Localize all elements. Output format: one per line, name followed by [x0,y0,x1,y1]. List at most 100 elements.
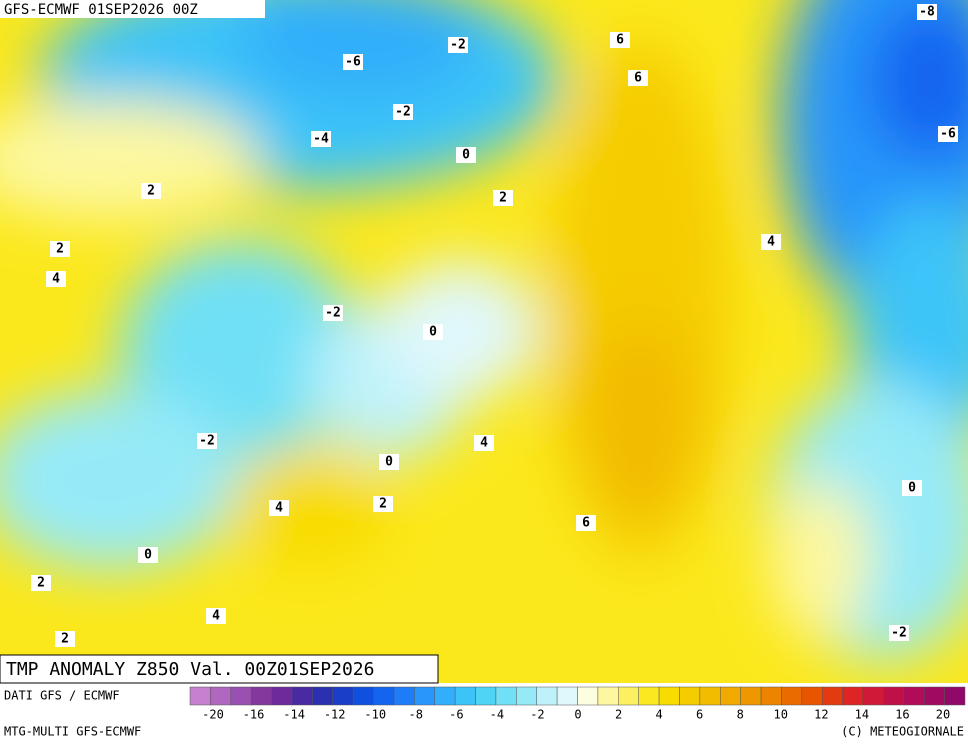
source: DATI GFS / ECMWF [4,689,120,703]
colorbar-tick-label: -4 [490,708,504,722]
colorbar-swatch [699,686,721,706]
contour-label-box [269,500,289,516]
contour-label: 0 [429,325,437,340]
colorbar-swatch [781,686,803,706]
colorbar-swatch [842,686,864,706]
colorbar-swatch [720,686,741,706]
contour-label-box [902,480,922,496]
colorbar-tick-label: -2 [530,708,544,722]
contour-label: 2 [499,191,507,206]
colorbar-swatch [801,686,823,706]
contour-label-box [31,575,51,591]
contour-label-box [46,271,66,287]
colorbar-swatch [597,686,619,706]
colorbar-swatch [577,686,599,706]
contour-label: 4 [480,436,488,451]
colorbar-swatch [332,686,354,706]
contour-label-box [55,631,75,647]
contour-label: 6 [582,516,590,531]
contour-label: -6 [345,55,361,70]
colorbar-tick-label: -12 [324,708,346,722]
colorbar-tick-label: -14 [283,708,305,722]
contour-label: 0 [144,548,152,563]
contour-label-box [373,496,393,512]
contour-label: -2 [450,38,466,53]
colorbar-swatch [638,686,660,706]
contour-label-box [206,608,226,624]
contour-label: -2 [891,626,907,641]
colorbar-swatch [393,686,415,706]
contour-label-box [917,4,937,20]
model: MTG-MULTI GFS-ECMWF [4,725,141,739]
colorbar-tick-label: 4 [655,708,662,722]
contour-label-box [474,435,494,451]
colorbar-tick-label: 10 [774,708,788,722]
contour-label: 2 [37,576,45,591]
colorbar-tick-label: 8 [737,708,744,722]
colorbar-swatch [434,686,456,706]
map [0,0,968,683]
colorbar-swatch [556,686,578,706]
contour-label-box [343,54,363,70]
colorbar-swatch [291,686,313,706]
colorbar-swatch [658,686,680,706]
contour-label-box [423,324,443,340]
contour-label-box [311,131,331,147]
contour-label-box [138,547,158,563]
colorbar-swatch [821,686,843,706]
header-box [0,0,265,18]
colorbar-swatch [760,686,782,706]
colorbar-tick-label: 16 [895,708,909,722]
contour-label: 6 [616,33,624,48]
colorbar-tick-label: 0 [574,708,581,722]
colorbar-tick-label: -8 [409,708,423,722]
contour-label: 4 [52,272,60,287]
copyright: (C) METEOGIORNALE [841,725,964,739]
contour-label: -6 [940,127,956,142]
contour-label-box [141,183,161,199]
colorbar-tick-label: 14 [855,708,869,722]
colorbar-swatch [210,686,232,706]
contour-label: -2 [325,306,341,321]
contour-label: 6 [634,71,642,86]
colorbar-swatch [883,686,905,706]
colorbar-swatch [740,686,762,706]
colorbar-tick-label: -16 [243,708,265,722]
colorbar-swatch [516,686,537,706]
colorbar-swatch [373,686,395,706]
colorbar-swatch [454,686,476,706]
colorbar-swatch [944,686,966,706]
contour-label-box [576,515,596,531]
contour-label-box [379,454,399,470]
title-box [0,654,439,684]
contour-label-box [456,147,476,163]
contour-label-box [197,433,217,449]
title: TMP ANOMALY Z850 Val. 00Z01SEP2026 [6,659,374,680]
colorbar-swatch [618,686,639,706]
contour-label: 0 [385,455,393,470]
colorbar-swatch [923,686,945,706]
contour-label: -4 [313,132,329,147]
contour-label: 2 [379,497,387,512]
contour-label-box [493,190,513,206]
colorbar-swatch [189,686,211,706]
colorbar-swatch [903,686,925,706]
contour-label-box [393,104,413,120]
colorbar-swatch [862,686,884,706]
colorbar-swatch [271,686,293,706]
contour-label: 0 [908,481,916,496]
colorbar-swatch [230,686,252,706]
colorbar-swatch [679,686,701,706]
colorbar-swatch [312,686,334,706]
contour-label-box [610,32,630,48]
colorbar-tick-label: 12 [814,708,828,722]
contour-label: 2 [56,242,64,257]
colorbar-swatch [475,686,497,706]
contour-label-box [448,37,468,53]
contour-label: -8 [919,5,935,20]
colorbar-swatch [536,686,558,706]
header: GFS-ECMWF 01SEP2026 00Z [4,2,198,18]
contour-label: 2 [147,184,155,199]
contour-label: -2 [395,105,411,120]
